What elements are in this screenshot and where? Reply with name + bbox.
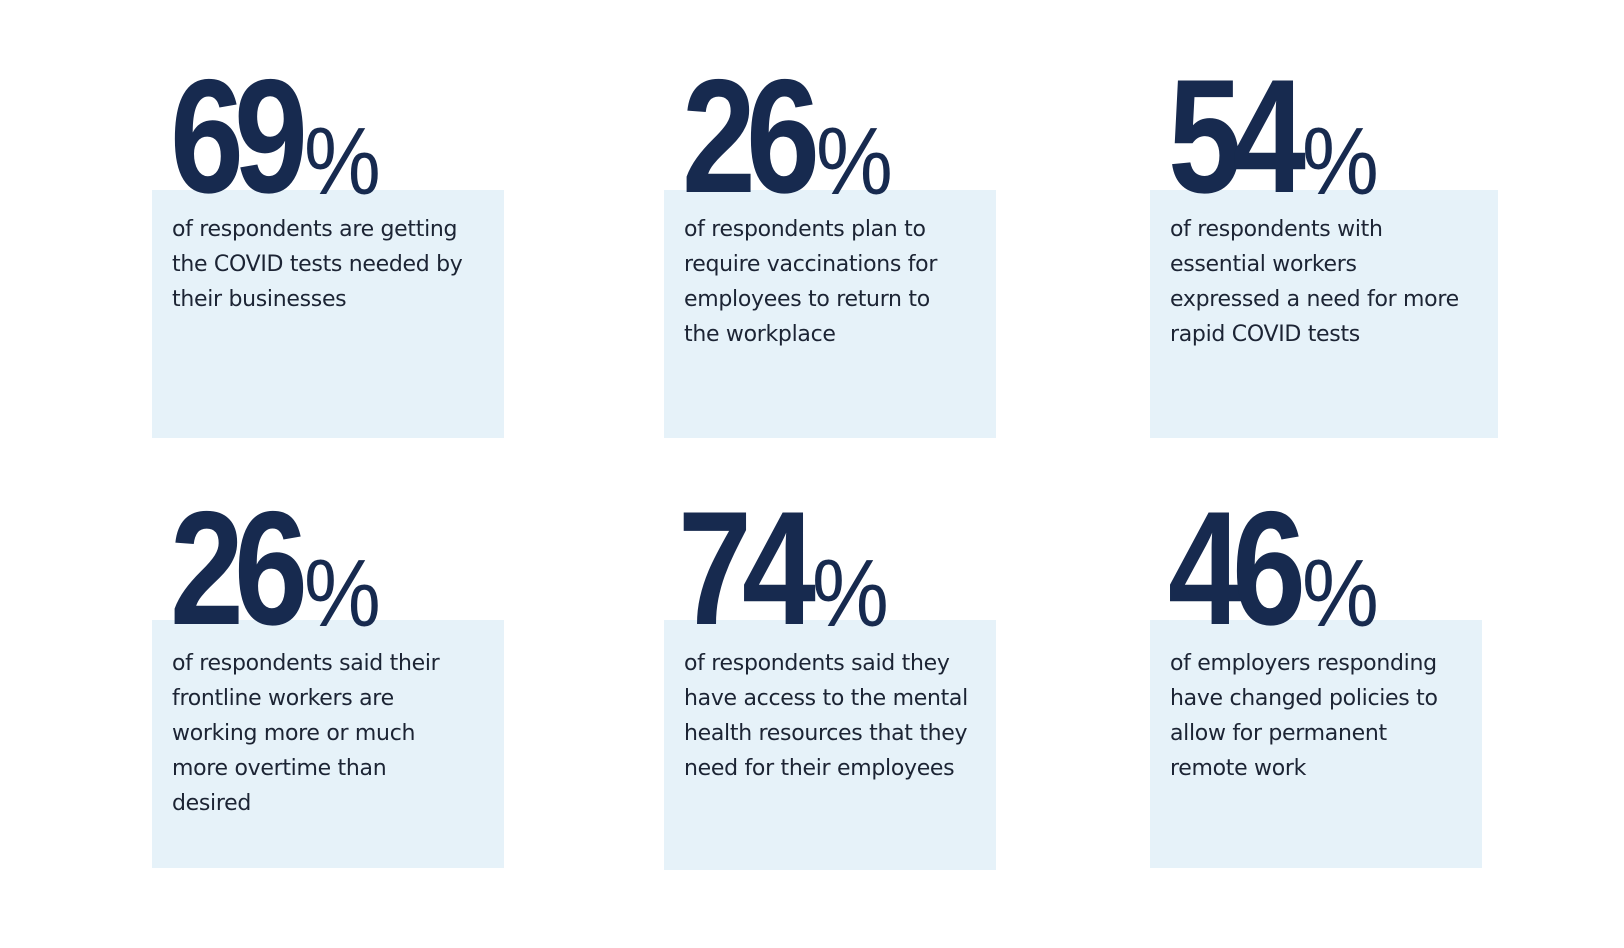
stat-description: of respondents are getting the COVID tes… — [172, 217, 463, 312]
stat-number: 69 — [170, 45, 308, 227]
stat-figure: 54 % — [1168, 55, 1388, 217]
stat-card-rapid-tests: 54 % of respondents with essential worke… — [1150, 55, 1510, 440]
stat-figure: 46 % — [1168, 487, 1388, 649]
stat-figure: 69 % — [170, 55, 390, 217]
stat-description: of respondents plan to require vaccinati… — [684, 217, 938, 347]
percent-sign: % — [1302, 540, 1380, 648]
stat-card-mental-health: 74 % of respondents said they have acces… — [664, 487, 1004, 872]
stat-figure: 26 % — [170, 487, 390, 649]
stat-card-vaccinations: 26 % of respondents plan to require vacc… — [664, 55, 1004, 440]
stat-number: 26 — [682, 45, 820, 227]
stat-card-overtime: 26 % of respondents said their frontline… — [152, 487, 512, 872]
percent-sign: % — [812, 540, 890, 648]
stat-number: 74 — [678, 477, 816, 659]
stat-card-remote-work: 46 % of employers responding have change… — [1150, 487, 1510, 872]
stat-card-background — [152, 620, 504, 868]
stat-card-background — [152, 190, 504, 438]
stat-card-background — [1150, 620, 1482, 868]
stat-number: 26 — [170, 477, 308, 659]
stat-figure: 74 % — [678, 487, 898, 649]
stat-description: of employers responding have changed pol… — [1170, 651, 1438, 781]
stat-card-covid-tests: 69 % of respondents are getting the COVI… — [152, 55, 512, 440]
stat-description: of respondents said they have access to … — [684, 651, 968, 781]
stat-description: of respondents said their frontline work… — [172, 651, 440, 816]
stat-figure: 26 % — [682, 55, 902, 217]
percent-sign: % — [304, 108, 382, 216]
percent-sign: % — [816, 108, 894, 216]
percent-sign: % — [304, 540, 382, 648]
stat-card-background — [664, 620, 996, 870]
stat-card-background — [1150, 190, 1498, 438]
stat-number: 46 — [1168, 477, 1306, 659]
percent-sign: % — [1302, 108, 1380, 216]
stat-card-background — [664, 190, 996, 438]
stat-number: 54 — [1168, 45, 1306, 227]
stat-description: of respondents with essential workers ex… — [1170, 217, 1459, 347]
